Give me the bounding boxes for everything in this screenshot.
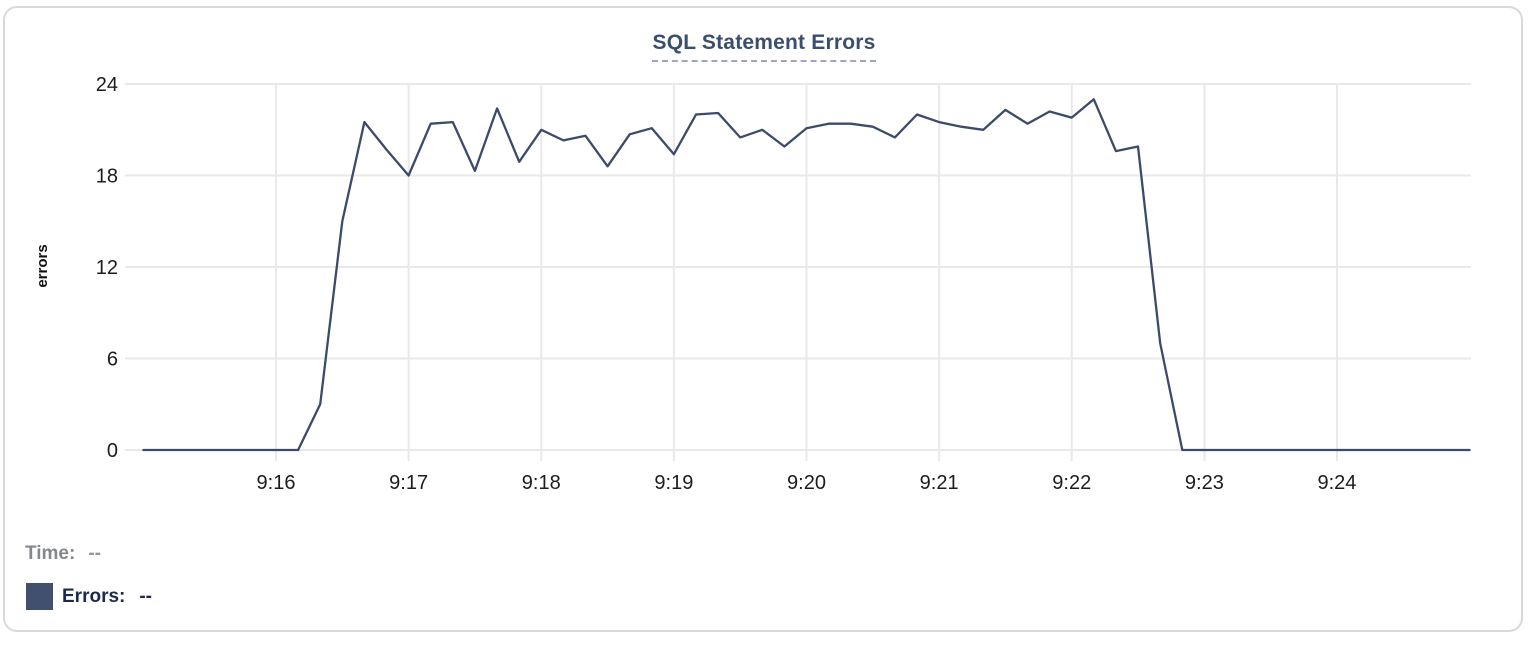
grid — [137, 83, 1471, 451]
errors-label: Errors: — [62, 586, 126, 607]
chart-title-row: SQL Statement Errors — [0, 31, 1528, 62]
legend-item-errors[interactable]: Errors: -- — [26, 583, 152, 610]
svg-text:0: 0 — [107, 440, 118, 462]
chart-card — [3, 6, 1523, 632]
svg-text:18: 18 — [96, 166, 118, 188]
svg-text:9:20: 9:20 — [787, 472, 826, 494]
time-value: -- — [88, 543, 101, 564]
errors-series-swatch — [26, 583, 53, 610]
svg-text:9:18: 9:18 — [522, 472, 561, 494]
x-axis-labels: 9:16 9:17 9:18 9:19 9:20 9:21 9:22 9:23 9:24 — [257, 472, 1357, 494]
svg-text:9:24: 9:24 — [1318, 472, 1357, 494]
hover-readout-time: Time: -- — [25, 540, 101, 567]
axis-ticks — [125, 83, 1338, 461]
svg-text:9:16: 9:16 — [257, 472, 296, 494]
svg-text:9:17: 9:17 — [389, 472, 428, 494]
svg-text:9:19: 9:19 — [654, 472, 693, 494]
time-label: Time: — [25, 543, 76, 564]
svg-text:6: 6 — [107, 349, 118, 371]
svg-text:9:21: 9:21 — [920, 472, 959, 494]
errors-value: -- — [139, 586, 153, 607]
y-axis-title: errors — [34, 244, 51, 287]
series-line-errors — [142, 98, 1471, 452]
svg-text:12: 12 — [96, 257, 118, 279]
chart-title[interactable]: SQL Statement Errors — [652, 31, 876, 62]
svg-text:24: 24 — [96, 74, 118, 96]
svg-text:9:23: 9:23 — [1185, 472, 1224, 494]
svg-text:9:22: 9:22 — [1052, 472, 1091, 494]
y-axis-labels: 0 6 12 18 24 — [96, 74, 118, 462]
